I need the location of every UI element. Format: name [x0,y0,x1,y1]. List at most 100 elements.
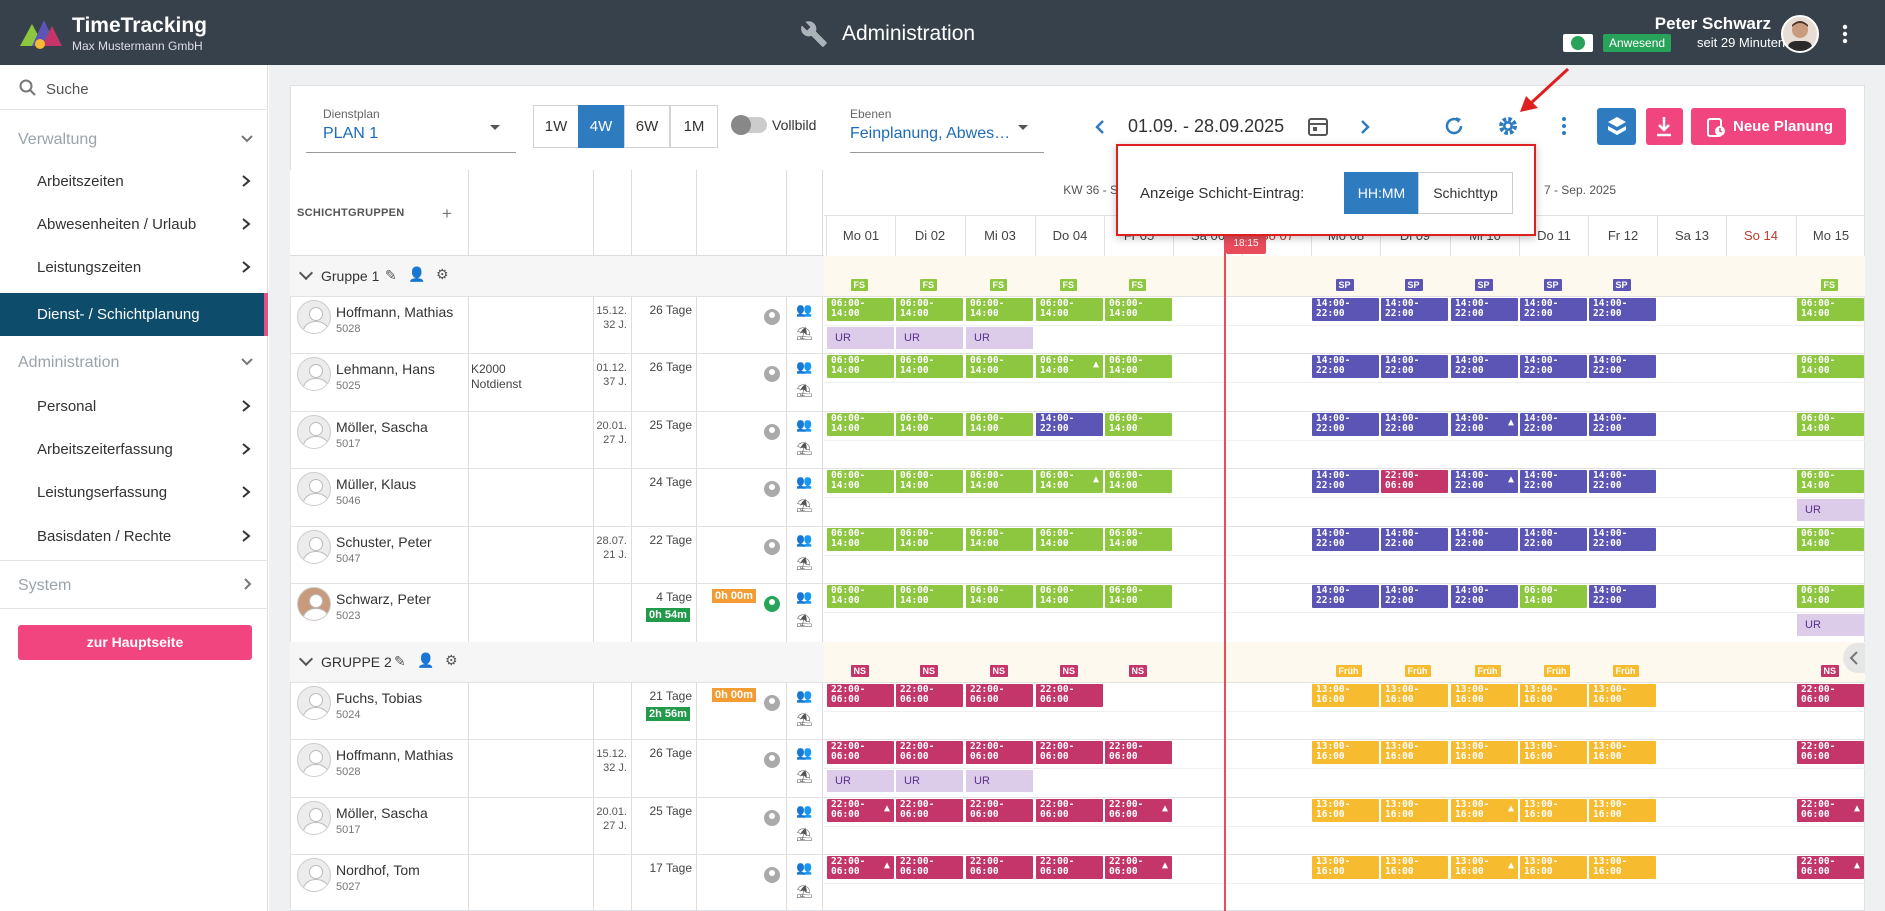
shift-entry[interactable]: 22:00- 06:00 [827,684,894,707]
shift-entry[interactable]: 22:00- 06:00 [1797,684,1864,707]
shift-entry[interactable]: 22:00- 06:00 [966,856,1033,879]
absence-entry[interactable]: UR [827,770,894,792]
sidebar-item-personal[interactable]: Personal [0,385,268,428]
shift-entry[interactable]: 06:00- 14:00 [827,355,894,378]
shift-entry[interactable]: 14:00- 22:00 [1381,298,1448,321]
shift-entry[interactable]: 13:00- 16:00 [1381,684,1448,707]
shift-entry[interactable]: 13:00- 16:00 [1520,741,1587,764]
shift-entry[interactable]: 22:00- 06:00 [1797,799,1864,822]
shift-entry[interactable]: 06:00- 14:00 [966,355,1033,378]
shift-entry[interactable]: 06:00- 14:00 [827,528,894,551]
new-plan-button[interactable]: Neue Planung [1691,108,1846,145]
shift-entry[interactable]: 14:00- 22:00 [1451,585,1518,608]
shift-entry[interactable]: 06:00- 14:00 [966,470,1033,493]
shift-entry[interactable]: 22:00- 06:00 [896,856,963,879]
group-settings-icon[interactable]: ⚙ [436,266,449,282]
dienstplan-select[interactable]: PLAN 1 [323,125,379,142]
shift-entry[interactable]: 14:00- 22:00 [1381,528,1448,551]
shift-person-icon[interactable]: 👥 [796,860,813,875]
shift-entry[interactable]: 22:00- 06:00 [1381,470,1448,493]
shift-entry[interactable]: 14:00- 22:00 [1589,528,1656,551]
app-title[interactable]: TimeTracking [72,14,208,37]
shift-entry[interactable]: 06:00- 14:00 [1105,585,1172,608]
range-4w-button[interactable]: 4W [578,105,624,148]
sidebar-item-leistungszeiten[interactable]: Leistungszeiten [0,246,268,289]
absence-entry[interactable]: UR [966,327,1033,349]
shift-entry[interactable]: 13:00- 16:00 [1520,684,1587,707]
shift-entry[interactable]: 06:00- 14:00 [896,413,963,436]
shift-entry[interactable]: 13:00- 16:00 [1589,741,1656,764]
range-1w-button[interactable]: 1W [533,105,579,148]
shift-entry[interactable]: 14:00- 22:00 [1520,413,1587,436]
shift-entry[interactable]: 22:00- 06:00 [827,856,894,879]
shift-person-icon[interactable]: 👥 [796,417,813,432]
shift-entry[interactable]: 13:00- 16:00 [1451,741,1518,764]
absence-entry[interactable]: UR [1797,499,1864,521]
shift-entry[interactable]: 06:00- 14:00 [1036,528,1103,551]
shift-entry[interactable]: 14:00- 22:00 [1451,298,1518,321]
shift-entry[interactable]: 13:00- 16:00 [1520,799,1587,822]
employee-name[interactable]: Schwarz, Peter [336,591,431,607]
shift-entry[interactable]: 06:00- 14:00 [966,585,1033,608]
sidebar-item-abwesenheiten[interactable]: Abwesenheiten / Urlaub [0,203,268,246]
popup-option-hhmm[interactable]: HH:MM [1344,172,1419,214]
shift-entry[interactable]: 22:00- 06:00 [1797,741,1864,764]
absence-palm-icon[interactable]: ⛱ [796,556,813,571]
shift-entry[interactable]: 06:00- 14:00 [966,413,1033,436]
shift-entry[interactable]: 22:00- 06:00 [1105,856,1172,879]
main-page-button[interactable]: zur Hauptseite [18,625,252,660]
shift-entry[interactable]: 14:00- 22:00 [1381,355,1448,378]
download-button[interactable] [1646,108,1683,145]
shift-entry[interactable]: 22:00- 06:00 [827,741,894,764]
shift-entry[interactable]: 14:00- 22:00 [1312,355,1379,378]
shift-entry[interactable]: 22:00- 06:00 [1036,799,1103,822]
sidebar-item-schichtplanung[interactable]: Dienst- / Schichtplanung [0,293,268,336]
shift-entry[interactable]: 06:00- 14:00 [896,355,963,378]
absence-palm-icon[interactable]: ⛱ [796,884,813,899]
shift-entry[interactable]: 06:00- 14:00 [827,298,894,321]
shift-entry[interactable]: 14:00- 22:00 [1520,470,1587,493]
shift-entry[interactable]: 22:00- 06:00 [896,799,963,822]
shift-entry[interactable]: 06:00- 14:00 [1105,528,1172,551]
range-1m-button[interactable]: 1M [670,105,718,148]
absence-palm-icon[interactable]: ⛱ [796,498,813,513]
shift-entry[interactable]: 13:00- 16:00 [1589,684,1656,707]
shift-person-icon[interactable]: 👥 [796,688,813,703]
shift-entry[interactable]: 06:00- 14:00 [1036,470,1103,493]
add-person-icon[interactable]: 👤 [408,266,426,282]
shift-entry[interactable]: 06:00- 14:00 [1797,298,1864,321]
more-options-icon[interactable] [1550,112,1578,140]
shift-entry[interactable]: 22:00- 06:00 [1036,856,1103,879]
shift-entry[interactable]: 14:00- 22:00 [1036,413,1103,436]
sidebar-item-arbeitszeiterfassung[interactable]: Arbeitszeiterfassung [0,428,268,471]
shift-entry[interactable]: 13:00- 16:00 [1451,856,1518,879]
shift-entry[interactable]: 14:00- 22:00 [1312,528,1379,551]
shift-person-icon[interactable]: 👥 [796,589,813,604]
shift-entry[interactable]: 22:00- 06:00 [966,741,1033,764]
shift-entry[interactable]: 14:00- 22:00 [1381,413,1448,436]
shift-entry[interactable]: 06:00- 14:00 [966,528,1033,551]
shift-entry[interactable]: 22:00- 06:00 [1036,684,1103,707]
edit-group-icon[interactable]: ✎ [394,653,406,669]
shift-entry[interactable]: 13:00- 16:00 [1520,856,1587,879]
shift-entry[interactable]: 06:00- 14:00 [1520,585,1587,608]
range-6w-button[interactable]: 6W [624,105,670,148]
shift-entry[interactable]: 06:00- 14:00 [896,298,963,321]
shift-entry[interactable]: 14:00- 22:00 [1381,585,1448,608]
absence-palm-icon[interactable]: ⛱ [796,712,813,727]
group-settings-icon[interactable]: ⚙ [445,652,458,668]
shift-entry[interactable]: 06:00- 14:00 [896,528,963,551]
shift-entry[interactable]: 06:00- 14:00 [1797,528,1864,551]
shift-entry[interactable]: 06:00- 14:00 [896,470,963,493]
sidebar-section-system[interactable]: System [0,564,268,606]
shift-entry[interactable]: 13:00- 16:00 [1312,856,1379,879]
shift-person-icon[interactable]: 👥 [796,803,813,818]
user-avatar[interactable] [1781,15,1819,53]
employee-name[interactable]: Fuchs, Tobias [336,690,423,706]
sidebar-section-administration[interactable]: Administration [0,341,268,383]
sidebar-item-basisdaten[interactable]: Basisdaten / Rechte [0,515,268,558]
shift-entry[interactable]: 14:00- 22:00 [1312,470,1379,493]
add-person-icon[interactable]: 👤 [417,652,435,668]
sidebar-item-leistungserfassung[interactable]: Leistungserfassung [0,471,268,514]
shift-entry[interactable]: 06:00- 14:00 [1797,355,1864,378]
